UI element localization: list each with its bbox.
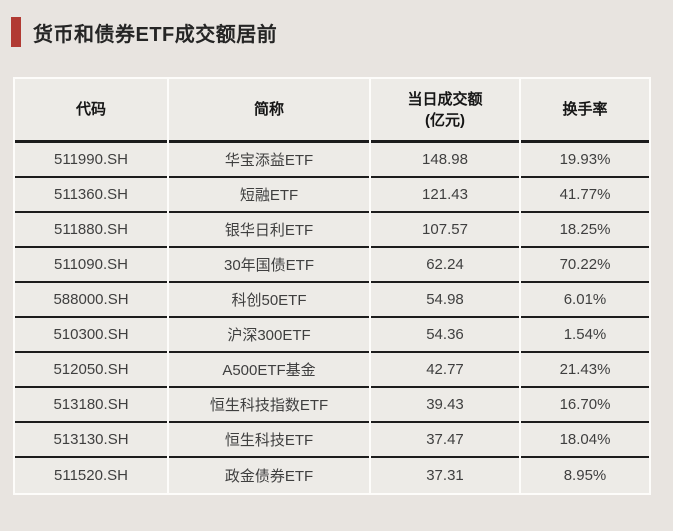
cell-turnover: 39.43 xyxy=(371,388,519,423)
table-row: 511090.SH 30年国债ETF 62.24 70.22% xyxy=(15,248,649,283)
cell-name: 华宝添益ETF xyxy=(169,143,369,178)
title-accent-bar xyxy=(11,17,21,47)
cell-rate: 1.54% xyxy=(521,318,649,353)
cell-turnover: 54.98 xyxy=(371,283,519,318)
cell-code: 511990.SH xyxy=(15,143,167,178)
cell-name: 30年国债ETF xyxy=(169,248,369,283)
table-row: 513180.SH 恒生科技指数ETF 39.43 16.70% xyxy=(15,388,649,423)
cell-rate: 16.70% xyxy=(521,388,649,423)
cell-rate: 18.04% xyxy=(521,423,649,458)
cell-code: 588000.SH xyxy=(15,283,167,318)
cell-code: 513180.SH xyxy=(15,388,167,423)
cell-code: 510300.SH xyxy=(15,318,167,353)
cell-rate: 18.25% xyxy=(521,213,649,248)
table-row: 511520.SH 政金债券ETF 37.31 8.95% xyxy=(15,458,649,493)
cell-name: 沪深300ETF xyxy=(169,318,369,353)
cell-code: 511090.SH xyxy=(15,248,167,283)
table-row: 511990.SH 华宝添益ETF 148.98 19.93% xyxy=(15,143,649,178)
column-header-turnover: 当日成交额 (亿元) xyxy=(371,79,519,143)
section-title-row: 货币和债券ETF成交额居前 xyxy=(11,17,277,47)
cell-name: A500ETF基金 xyxy=(169,353,369,388)
table-row: 510300.SH 沪深300ETF 54.36 1.54% xyxy=(15,318,649,353)
table-row: 512050.SH A500ETF基金 42.77 21.43% xyxy=(15,353,649,388)
page-title: 货币和债券ETF成交额居前 xyxy=(33,23,278,46)
column-header-code: 代码 xyxy=(15,79,167,143)
table-row: 588000.SH 科创50ETF 54.98 6.01% xyxy=(15,283,649,318)
cell-rate: 21.43% xyxy=(521,353,649,388)
cell-turnover: 107.57 xyxy=(371,213,519,248)
cell-rate: 19.93% xyxy=(521,143,649,178)
table-row: 511880.SH 银华日利ETF 107.57 18.25% xyxy=(15,213,649,248)
cell-code: 513130.SH xyxy=(15,423,167,458)
cell-name: 恒生科技ETF xyxy=(169,423,369,458)
cell-turnover: 42.77 xyxy=(371,353,519,388)
table-row: 511360.SH 短融ETF 121.43 41.77% xyxy=(15,178,649,213)
table-header-row: 代码 简称 当日成交额 (亿元) 换手率 xyxy=(15,79,649,143)
cell-code: 511520.SH xyxy=(15,458,167,493)
cell-rate: 8.95% xyxy=(521,458,649,493)
cell-turnover: 54.36 xyxy=(371,318,519,353)
cell-code: 512050.SH xyxy=(15,353,167,388)
cell-turnover: 121.43 xyxy=(371,178,519,213)
cell-code: 511360.SH xyxy=(15,178,167,213)
cell-name: 银华日利ETF xyxy=(169,213,369,248)
etf-table-container: 代码 简称 当日成交额 (亿元) 换手率 511990.SH 华宝添益ETF 1… xyxy=(13,77,651,495)
cell-turnover: 37.47 xyxy=(371,423,519,458)
cell-rate: 70.22% xyxy=(521,248,649,283)
cell-name: 政金债券ETF xyxy=(169,458,369,493)
cell-turnover: 37.31 xyxy=(371,458,519,493)
cell-rate: 41.77% xyxy=(521,178,649,213)
etf-table: 代码 简称 当日成交额 (亿元) 换手率 511990.SH 华宝添益ETF 1… xyxy=(13,79,651,493)
cell-code: 511880.SH xyxy=(15,213,167,248)
cell-name: 恒生科技指数ETF xyxy=(169,388,369,423)
cell-turnover: 148.98 xyxy=(371,143,519,178)
cell-turnover: 62.24 xyxy=(371,248,519,283)
cell-name: 科创50ETF xyxy=(169,283,369,318)
cell-name: 短融ETF xyxy=(169,178,369,213)
table-row: 513130.SH 恒生科技ETF 37.47 18.04% xyxy=(15,423,649,458)
cell-rate: 6.01% xyxy=(521,283,649,318)
column-header-rate: 换手率 xyxy=(521,79,649,143)
column-header-name: 简称 xyxy=(169,79,369,143)
